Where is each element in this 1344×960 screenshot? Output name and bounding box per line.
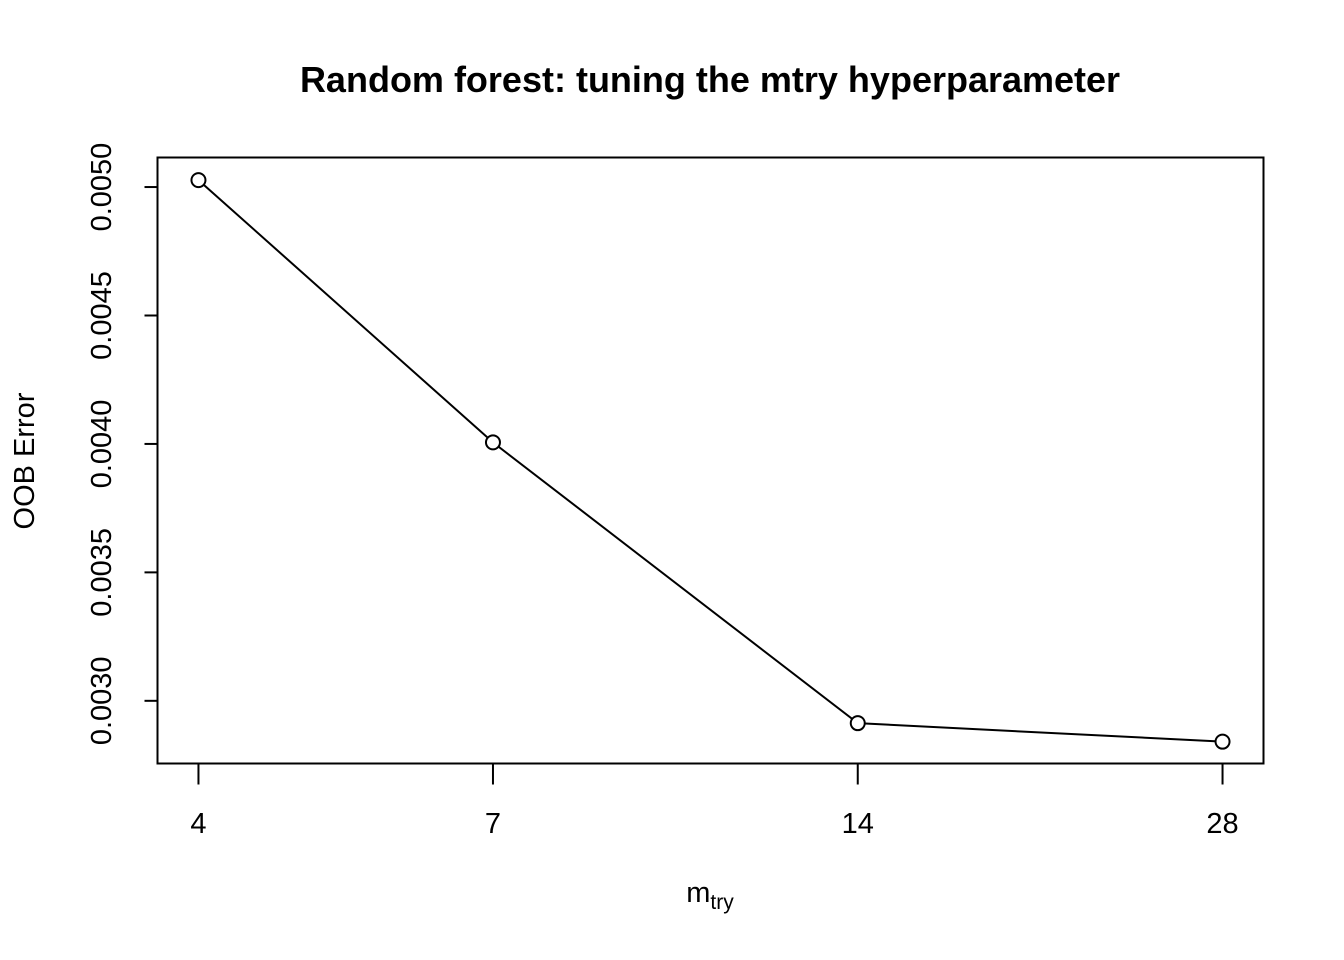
y-tick-label: 0.0040 — [86, 400, 118, 489]
y-tick-label: 0.0035 — [86, 528, 118, 617]
x-tick-label: 14 — [842, 808, 874, 840]
y-axis: 0.0030 0.0035 0.0040 0.0045 0.0050 — [86, 143, 158, 745]
y-tick-label: 0.0045 — [86, 271, 118, 360]
data-point-14 — [849, 715, 866, 732]
chart-title: Random forest: tuning the mtry hyperpara… — [300, 59, 1120, 100]
x-tick-label: 4 — [190, 808, 206, 840]
data-series — [190, 172, 1231, 750]
data-point-7 — [484, 434, 501, 451]
x-axis: 4 7 14 28 — [190, 763, 1239, 840]
y-tick-label: 0.0030 — [86, 656, 118, 745]
plot-area-frame — [156, 156, 1265, 765]
y-axis-label: OOB Error — [9, 392, 41, 529]
x-axis-label-main: m — [686, 877, 710, 909]
series-line — [197, 179, 1223, 743]
data-point-4 — [190, 172, 207, 189]
x-axis-label: mtry — [686, 877, 734, 914]
y-tick-label: 0.0050 — [86, 143, 118, 232]
x-axis-label-subscript: try — [710, 891, 734, 914]
x-tick-label: 28 — [1206, 808, 1238, 840]
data-point-28 — [1214, 733, 1231, 750]
x-tick-label: 7 — [485, 808, 501, 840]
